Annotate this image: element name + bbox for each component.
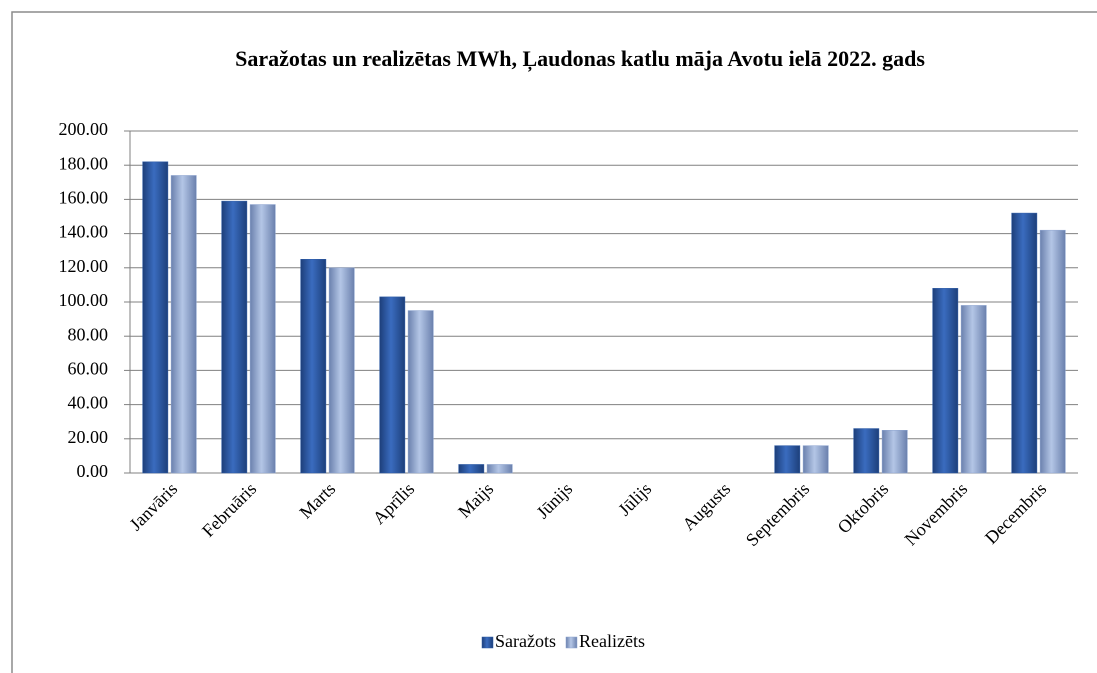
x-tick-label: Novembris bbox=[901, 479, 972, 550]
x-tick-label: Oktobris bbox=[834, 479, 893, 538]
bar bbox=[407, 310, 434, 474]
legend-label: Saražots bbox=[495, 631, 556, 651]
x-tick-label: Jūnijs bbox=[532, 479, 576, 523]
x-tick-label: Jūlijs bbox=[614, 479, 655, 520]
y-tick-label: 40.00 bbox=[68, 393, 109, 413]
legend-item: Saražots bbox=[481, 631, 556, 651]
bar bbox=[774, 445, 801, 474]
y-tick-label: 200.00 bbox=[59, 119, 109, 139]
bar bbox=[221, 200, 248, 474]
bar bbox=[300, 259, 327, 474]
bar bbox=[960, 305, 987, 474]
x-tick-label: Aprīlis bbox=[369, 479, 419, 529]
bar bbox=[458, 464, 485, 474]
chart-frame bbox=[11, 11, 1097, 673]
legend-swatch bbox=[565, 636, 578, 649]
y-tick-label: 60.00 bbox=[68, 359, 109, 379]
x-tick-label: Decembris bbox=[981, 479, 1050, 548]
x-tick-label: Maijs bbox=[454, 479, 497, 522]
y-tick-label: 0.00 bbox=[77, 461, 109, 481]
x-tick-label: Februāris bbox=[198, 479, 260, 541]
x-tick-label: Augusts bbox=[678, 479, 734, 535]
bar bbox=[881, 430, 908, 474]
y-tick-label: 180.00 bbox=[59, 153, 109, 173]
bar bbox=[1039, 229, 1066, 474]
bar bbox=[486, 464, 513, 474]
y-tick-label: 100.00 bbox=[59, 290, 109, 310]
bar bbox=[170, 175, 197, 474]
y-tick-label: 20.00 bbox=[68, 427, 109, 447]
x-tick-label: Marts bbox=[295, 479, 339, 523]
legend-swatch bbox=[481, 636, 494, 649]
bar bbox=[249, 204, 276, 474]
y-tick-label: 120.00 bbox=[59, 256, 109, 276]
legend-label: Realizēts bbox=[579, 631, 645, 651]
bar bbox=[379, 296, 406, 474]
chart-title: Saražotas un realizētas MWh, Ļaudonas ka… bbox=[235, 46, 925, 71]
x-tick-label: Janvāris bbox=[125, 479, 181, 535]
legend-item: Realizēts bbox=[565, 631, 645, 651]
y-tick-label: 160.00 bbox=[59, 188, 109, 208]
bar bbox=[1011, 212, 1038, 474]
x-tick-label: Septembris bbox=[742, 479, 813, 550]
y-tick-label: 140.00 bbox=[59, 222, 109, 242]
y-tick-label: 80.00 bbox=[68, 324, 109, 344]
bar bbox=[328, 267, 355, 474]
bar bbox=[853, 428, 880, 474]
bar bbox=[142, 161, 169, 474]
bar bbox=[802, 445, 829, 474]
bar bbox=[932, 288, 959, 474]
